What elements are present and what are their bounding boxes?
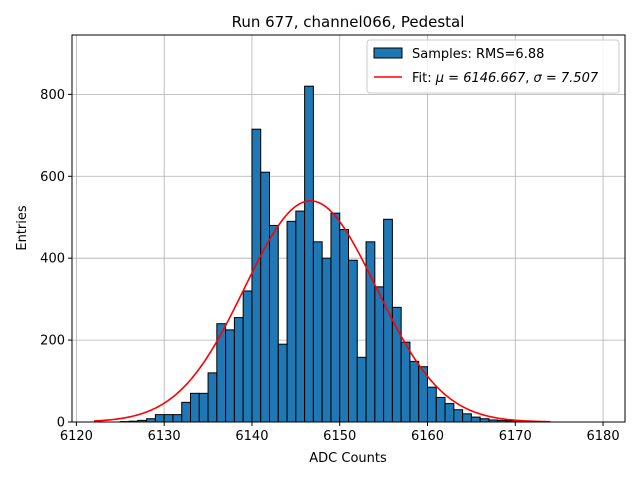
histogram-bar [163, 414, 174, 423]
histogram-bar [400, 341, 411, 423]
histogram-bar [374, 286, 385, 423]
x-tick-label: 6170 [499, 429, 532, 444]
histogram-bar [470, 416, 481, 423]
axis-ticks: 6120 6130 6140 6150 6160 6170 6180 0 200 400 600 80… [40, 88, 619, 444]
histogram-bar [233, 317, 244, 423]
histogram-bar [277, 343, 288, 423]
histogram-bar [339, 229, 350, 423]
chart-title: Run 677, channel066, Pedestal [232, 13, 465, 31]
histogram-bar [172, 414, 183, 423]
histogram-bar [242, 290, 253, 423]
histogram-bar [356, 356, 367, 423]
histogram-bar [260, 171, 271, 423]
y-axis-label: Entries [15, 205, 30, 251]
plot-frame [71, 34, 626, 423]
histogram-bar [295, 210, 306, 423]
histogram-bar [444, 403, 455, 423]
x-tick-label: 6120 [60, 429, 93, 444]
legend-histogram-swatch [373, 47, 403, 59]
histogram-bar [181, 401, 192, 423]
histogram-bar [330, 212, 341, 423]
x-tick-label: 6140 [235, 429, 268, 444]
y-tick-label: 600 [40, 170, 65, 185]
legend-histogram-label: Samples: RMS=6.88 [412, 47, 544, 62]
histogram-bar [286, 220, 297, 423]
histogram-bars [119, 85, 534, 423]
histogram-bar [198, 392, 209, 423]
x-axis-label: ADC Counts [309, 451, 387, 466]
legend-fit-label: Fit: μ = 6146.667, σ = 7.507 [412, 71, 599, 86]
histogram-bar [251, 128, 262, 423]
histogram-bar [427, 386, 437, 423]
legend-box [366, 39, 620, 94]
x-tick-label: 6150 [323, 429, 356, 444]
y-tick-label: 0 [57, 416, 65, 431]
histogram-bar [409, 360, 420, 423]
histogram-bar [383, 218, 393, 423]
legend-fit-prefix: Fit: [412, 71, 436, 86]
histogram-bar [225, 329, 235, 423]
legend-fit-mu: μ = 6146.667 [435, 71, 526, 86]
histogram-bar [269, 224, 279, 423]
histogram-bar [312, 241, 323, 423]
x-tick-label: 6160 [411, 429, 444, 444]
histogram-bar [453, 409, 464, 423]
x-tick-label: 6180 [587, 429, 620, 444]
histogram-bar [348, 259, 358, 423]
x-tick-label: 6130 [148, 429, 181, 444]
y-tick-label: 200 [40, 334, 65, 349]
histogram-bar [391, 306, 402, 423]
histogram-bar [304, 85, 314, 423]
fit-curve [93, 200, 551, 423]
histogram-bar [154, 414, 165, 423]
histogram-bar [462, 413, 472, 423]
legend: Samples: RMS=6.88 Fit: μ = 6146.667, σ =… [366, 39, 620, 94]
histogram-bar [321, 257, 332, 423]
histogram-bar [190, 392, 200, 423]
y-tick-label: 400 [40, 252, 65, 267]
legend-fit-sigma: σ = 7.507 [534, 71, 599, 86]
histogram-bar [207, 372, 218, 423]
histogram-bar [435, 396, 446, 423]
y-tick-label: 800 [40, 88, 65, 103]
